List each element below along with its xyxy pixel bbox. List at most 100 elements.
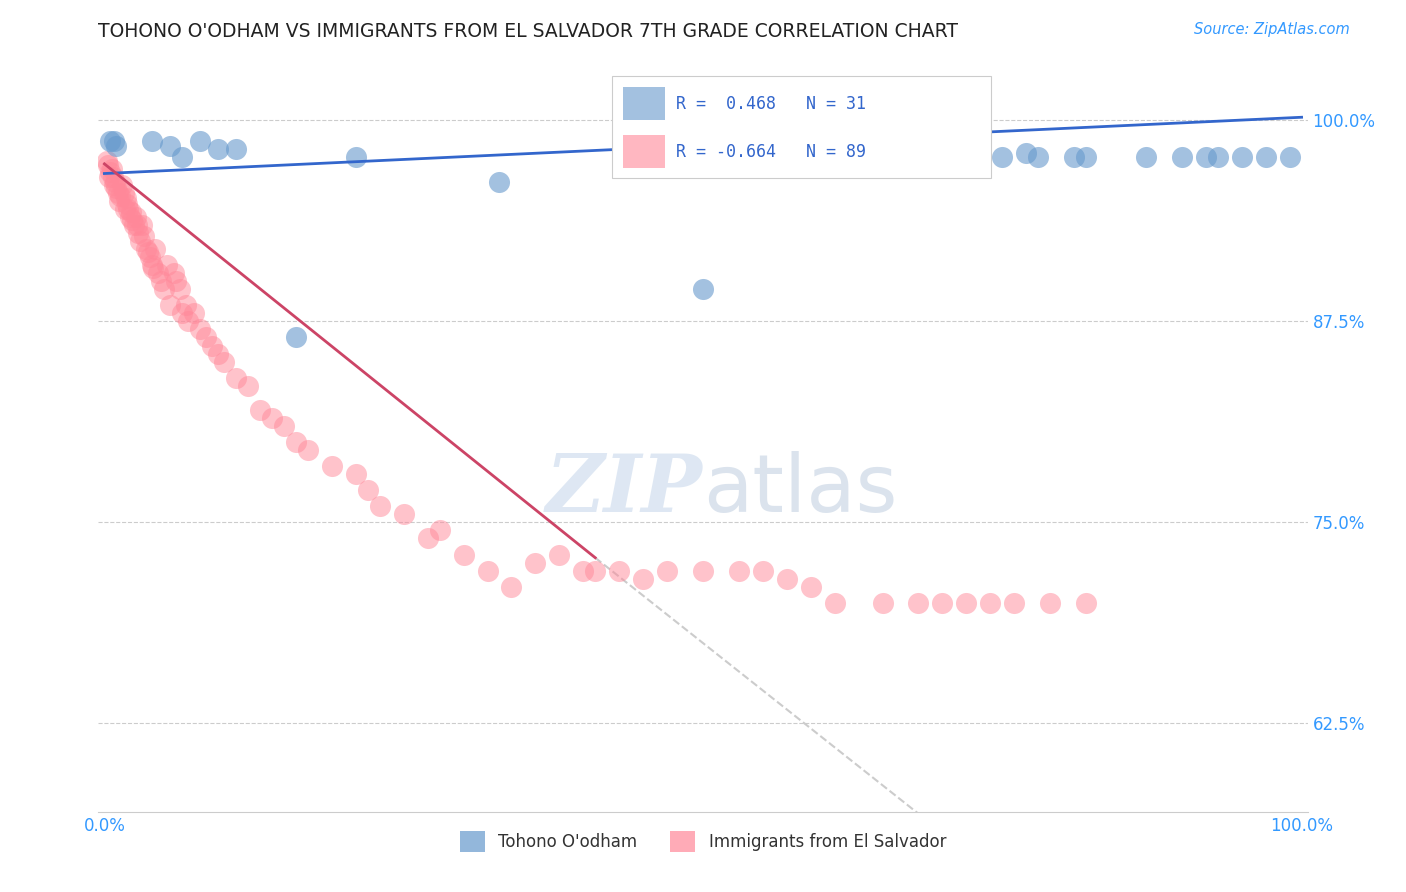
Point [172,151,194,165]
Point [907,596,929,610]
Point [225,370,247,384]
Point [201,338,224,352]
Point [931,596,953,610]
Point [142,261,165,276]
Point [236,378,259,392]
Point [174,298,197,312]
Point [501,580,523,594]
Point [357,483,380,498]
Point [260,410,283,425]
Point [103,134,125,148]
Point [824,596,846,610]
Bar [623,87,665,120]
Point [143,242,166,256]
Point [321,459,343,474]
Point [104,175,127,189]
Point [124,218,146,232]
Point [108,189,131,203]
Point [835,151,858,165]
Point [225,142,247,156]
Point [188,322,211,336]
Point [1135,151,1157,165]
Point [1002,596,1025,610]
Point [105,139,128,153]
Point [1254,151,1277,165]
Point [1026,151,1049,165]
Point [572,564,595,578]
Point [169,282,191,296]
Point [776,572,799,586]
Point [872,151,894,165]
Point [955,151,977,165]
Point [112,186,135,200]
Point [188,134,211,148]
Point [429,524,451,538]
Point [115,191,138,205]
Point [107,194,129,208]
Point [118,210,141,224]
Point [692,564,714,578]
Point [1171,151,1194,165]
Point [249,402,271,417]
Point [172,306,194,320]
Point [1074,596,1097,610]
Point [156,258,179,272]
Point [207,142,229,156]
Point [132,229,155,244]
Point [97,159,120,173]
Point [728,564,751,578]
Point [344,467,367,482]
Point [631,572,654,586]
Point [392,508,415,522]
Point [139,250,162,264]
Point [284,330,307,344]
Point [344,151,367,165]
Point [107,186,129,200]
Point [907,151,929,165]
Point [1015,145,1038,160]
Point [149,274,172,288]
Point [297,443,319,458]
Point [931,151,953,165]
Point [800,580,823,594]
Point [127,226,149,240]
Point [416,532,439,546]
Point [159,298,181,312]
Point [131,218,153,232]
Point [477,564,499,578]
Point [117,202,139,216]
Point [165,274,187,288]
Point [1063,151,1085,165]
Text: Source: ZipAtlas.com: Source: ZipAtlas.com [1194,22,1350,37]
Point [136,245,159,260]
Text: R =  0.468   N = 31: R = 0.468 N = 31 [676,95,866,112]
Point [195,330,218,344]
Text: TOHONO O'ODHAM VS IMMIGRANTS FROM EL SALVADOR 7TH GRADE CORRELATION CHART: TOHONO O'ODHAM VS IMMIGRANTS FROM EL SAL… [98,22,959,41]
Point [141,134,163,148]
Point [991,151,1014,165]
Point [98,169,121,184]
Point [1230,151,1253,165]
Point [135,242,157,256]
Point [121,213,143,227]
Point [212,354,235,368]
Text: ZIP: ZIP [546,451,703,529]
Text: atlas: atlas [703,450,897,529]
Point [453,548,475,562]
Point [124,210,146,224]
Point [273,418,295,433]
Point [114,202,136,216]
Point [979,596,1001,610]
Point [1206,151,1229,165]
Point [111,178,134,192]
Point [548,548,571,562]
Point [1195,151,1218,165]
Point [752,564,775,578]
Point [692,282,714,296]
Point [284,434,307,449]
Point [163,266,186,280]
Point [967,151,990,165]
Point [153,282,176,296]
Point [583,564,606,578]
Point [96,153,118,168]
